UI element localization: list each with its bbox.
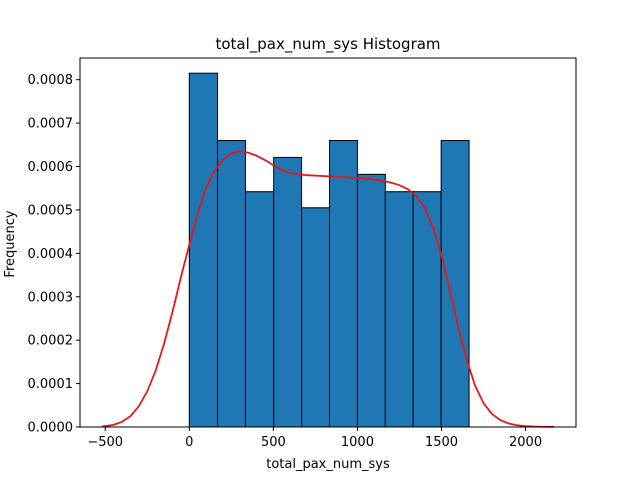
x-tick-label: 1500: [425, 435, 458, 450]
x-axis-label: total_pax_num_sys: [266, 457, 390, 472]
x-axis-ticks: −500 0 500 1000 1500 2000: [87, 427, 542, 450]
histogram-bar-3: [244, 191, 275, 428]
histogram-bar-7: [356, 173, 386, 428]
histogram-bar-5: [301, 207, 331, 428]
histogram-bar-6: [329, 139, 358, 428]
x-tick-label: 500: [261, 435, 286, 450]
histogram-bar-9: [412, 191, 442, 428]
histogram-bars: [188, 72, 470, 428]
chart-title: total_pax_num_sys Histogram: [215, 35, 440, 54]
histogram-bar-4: [273, 156, 303, 428]
y-tick-label: 0.0006: [28, 160, 74, 175]
plot-frame: [79, 57, 577, 428]
x-tick-label: 0: [185, 435, 193, 450]
y-tick-label: 0.0000: [28, 421, 74, 436]
y-tick-label: 0.0007: [28, 117, 74, 132]
histogram-bar-1: [188, 72, 219, 428]
y-tick-label: 0.0004: [28, 247, 74, 262]
kde-curve: [101, 150, 555, 428]
x-tick-label: 2000: [509, 435, 542, 450]
y-tick-label: 0.0001: [28, 377, 74, 392]
x-tick-label: 1000: [341, 435, 374, 450]
y-tick-label: 0.0005: [28, 203, 74, 218]
y-axis-ticks: 0.0000 0.0001 0.0002 0.0003 0.0004 0.0005 0.00…: [28, 73, 80, 436]
y-axis-label: Frequency: [3, 210, 18, 277]
y-tick-label: 0.0003: [28, 290, 74, 305]
histogram-bar-2: [217, 139, 246, 428]
y-tick-label: 0.0008: [28, 73, 74, 88]
histogram-bar-10: [440, 139, 470, 428]
y-tick-label: 0.0002: [28, 334, 74, 349]
x-tick-label: −500: [87, 435, 123, 450]
histogram-bar-8: [384, 191, 414, 428]
